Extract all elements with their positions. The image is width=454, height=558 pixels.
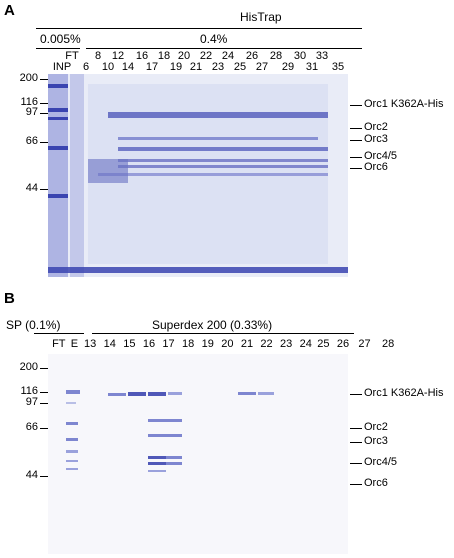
mw-marker: 200 <box>19 72 38 84</box>
lane-label-top: FT <box>65 50 79 62</box>
lane-label-bottom: 31 <box>305 61 319 73</box>
lane-label: 19 <box>201 338 214 350</box>
lane-label: 14 <box>103 338 116 350</box>
lane-label-bottom: 27 <box>255 61 269 73</box>
lane-label-top: 28 <box>269 50 283 62</box>
lane-label: 15 <box>123 338 136 350</box>
band-label: Orc2 <box>364 421 388 433</box>
band-tick <box>350 168 362 169</box>
mw-tick <box>40 103 48 104</box>
lane-label-top: 18 <box>157 50 171 62</box>
mw-marker: 97 <box>25 106 38 118</box>
lane-label-top: 26 <box>245 50 259 62</box>
mw-marker: 97 <box>25 396 38 408</box>
band-tick <box>350 157 362 158</box>
lane-label-top: 22 <box>199 50 213 62</box>
band-label: Orc6 <box>364 161 388 173</box>
mw-marker: 44 <box>25 469 38 481</box>
lane-label-top: 24 <box>221 50 235 62</box>
lane-label: 24 <box>299 338 312 350</box>
lane-label-bottom: 35 <box>331 61 345 73</box>
lane-label: 25 <box>317 338 330 350</box>
lane-label-bottom: 25 <box>233 61 247 73</box>
mw-tick <box>40 113 48 114</box>
band-tick <box>350 140 362 141</box>
lane-label: E <box>70 338 79 350</box>
lane-label-bottom: 23 <box>211 61 225 73</box>
band-tick <box>350 463 362 464</box>
band-label: Orc4/5 <box>364 150 398 162</box>
mw-tick <box>40 428 48 429</box>
band-label: Orc3 <box>364 133 388 145</box>
lane-label-top: 8 <box>94 50 102 62</box>
band-tick <box>350 484 362 485</box>
superdex-underline <box>92 333 354 334</box>
lane-label-bottom: 29 <box>281 61 295 73</box>
lane-label: 16 <box>142 338 156 350</box>
lane-label-top: 12 <box>111 50 125 62</box>
band-tick <box>350 128 362 129</box>
lane-label-bottom: 21 <box>189 61 203 73</box>
lane-label-top: 16 <box>135 50 149 62</box>
band-label: Orc4/5 <box>364 456 398 468</box>
lane-label-top: 20 <box>177 50 191 62</box>
lane-label-bottom: 19 <box>169 61 183 73</box>
lane-label-bottom: 17 <box>145 61 159 73</box>
mw-marker: 44 <box>25 182 38 194</box>
lane-label: 18 <box>182 338 195 350</box>
mw-marker: 66 <box>25 135 38 147</box>
panel-b-letter: B <box>4 290 15 307</box>
conc-left-label: 0.005% <box>40 32 81 46</box>
lane-label: 22 <box>260 338 273 350</box>
sp-underline <box>34 333 84 334</box>
band-label: Orc3 <box>364 435 388 447</box>
band-tick <box>350 442 362 443</box>
lane-label: 27 <box>358 338 371 350</box>
mw-marker: 200 <box>19 361 38 373</box>
band-label: Orc1 K362A-His <box>364 387 444 399</box>
mw-tick <box>40 403 48 404</box>
mw-marker: 116 <box>20 385 38 397</box>
band-tick <box>350 394 362 395</box>
band-label: Orc6 <box>364 477 388 489</box>
panel-b-gel-bands <box>66 390 274 472</box>
mw-tick <box>40 392 48 393</box>
panel-a-letter: A <box>4 2 15 19</box>
mw-tick <box>40 79 48 80</box>
lane-label: FT <box>52 338 66 350</box>
lane-label: 26 <box>336 338 350 350</box>
sp-label: SP (0.1%) <box>6 318 61 332</box>
mw-marker: 66 <box>25 421 38 433</box>
lane-label-bottom: INP <box>52 61 72 73</box>
panel-b-gel <box>48 354 348 554</box>
conc-right-underline <box>86 48 362 49</box>
conc-left-underline <box>36 48 80 49</box>
band-label: Orc2 <box>364 121 388 133</box>
lane-label-bottom: 6 <box>82 61 90 73</box>
lane-label: 28 <box>381 338 395 350</box>
band-tick <box>350 428 362 429</box>
lane-label: 21 <box>240 338 254 350</box>
band-label: Orc1 K362A-His <box>364 98 444 110</box>
mw-tick <box>40 142 48 143</box>
panel-a-gel <box>48 74 348 277</box>
mw-marker: 116 <box>20 96 38 108</box>
lane-label: 20 <box>221 338 234 350</box>
mw-tick <box>40 368 48 369</box>
lane-label-bottom: 10 <box>101 61 115 73</box>
histrap-label: HisTrap <box>240 10 282 24</box>
lane-label: 13 <box>84 338 97 350</box>
panel-a-gel-bands <box>48 74 348 277</box>
band-tick <box>350 105 362 106</box>
lane-label-top: 33 <box>315 50 329 62</box>
lane-label: 17 <box>162 338 175 350</box>
lane-label-top: 30 <box>293 50 307 62</box>
mw-tick <box>40 476 48 477</box>
lane-label: 23 <box>280 338 293 350</box>
lane-label-bottom: 14 <box>121 61 135 73</box>
mw-tick <box>40 189 48 190</box>
histrap-bracket-line <box>36 28 362 29</box>
superdex-label: Superdex 200 (0.33%) <box>152 318 273 332</box>
conc-right-label: 0.4% <box>200 32 228 46</box>
